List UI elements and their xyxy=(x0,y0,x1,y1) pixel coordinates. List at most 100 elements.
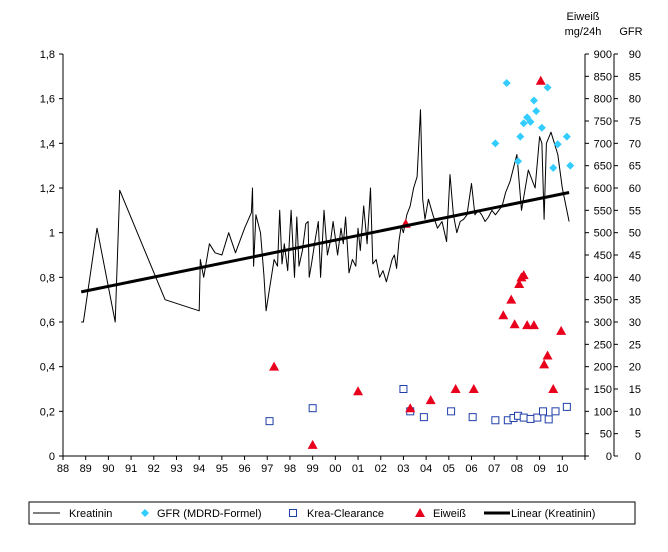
data-point-krea-clearance xyxy=(551,407,560,416)
x-tick-label: 10 xyxy=(556,463,568,475)
eiweiss-y-tick-label: 650 xyxy=(594,161,612,173)
eiweiss-y-tick-label: 600 xyxy=(594,183,612,195)
eiweiss-axis-title-line2: mg/24h xyxy=(565,26,602,38)
series-line-kreatinin xyxy=(81,109,570,323)
data-point-krea-clearance xyxy=(562,402,571,411)
data-point-eiwei xyxy=(514,279,525,289)
eiweiss-y-tick-label: 500 xyxy=(594,228,612,240)
x-tick-label: 88 xyxy=(57,463,69,475)
series-eiwei xyxy=(269,75,567,449)
left-y-tick-label: 1,2 xyxy=(40,183,55,195)
x-tick-label: 90 xyxy=(102,463,114,475)
gfr-y-tick-label: 25 xyxy=(629,339,641,351)
eiweiss-y-tick-label: 200 xyxy=(594,362,612,374)
data-point-eiwei xyxy=(425,395,436,405)
x-tick-label: 93 xyxy=(170,463,182,475)
x-tick-label: 06 xyxy=(465,463,477,475)
legend-item-gfr: GFR (MDRD-Formel) xyxy=(141,508,261,520)
gfr-y-tick-label: 75 xyxy=(629,116,641,128)
data-point-eiwei xyxy=(535,75,546,85)
gfr-y-tick-label: 5 xyxy=(635,429,641,441)
data-point-krea-clearance xyxy=(526,414,535,423)
gfr-y-tick-label: 65 xyxy=(629,161,641,173)
data-point-krea-clearance xyxy=(468,413,477,422)
left-y-tick-label: 1,6 xyxy=(40,94,55,106)
eiweiss-y-tick-label: 550 xyxy=(594,205,612,217)
x-tick-label: 04 xyxy=(420,463,432,475)
gfr-y-tick-label: 90 xyxy=(629,49,641,61)
legend-item-eiweiss: Eiweiß xyxy=(415,508,466,520)
gfr-y-tick-label: 10 xyxy=(629,406,641,418)
gfr-y-tick-label: 80 xyxy=(629,94,641,106)
data-point-eiwei xyxy=(405,403,416,413)
x-tick-label: 94 xyxy=(193,463,205,475)
x-tick-label: 00 xyxy=(329,463,341,475)
eiweiss-y-tick-label: 300 xyxy=(594,317,612,329)
gfr-y-tick-label: 60 xyxy=(629,183,641,195)
data-point-gfr-mdrd-formel xyxy=(543,83,552,92)
data-point-krea-clearance xyxy=(308,404,317,413)
data-point-eiwei xyxy=(542,350,553,360)
series-krea-clearance xyxy=(265,385,571,426)
data-point-eiwei xyxy=(498,310,509,320)
data-point-krea-clearance xyxy=(544,415,553,424)
data-point-krea-clearance xyxy=(491,416,500,425)
data-point-eiwei xyxy=(522,320,533,330)
left-y-tick-label: 0,4 xyxy=(40,362,55,374)
eiweiss-y-axis-ticks: 0 50 100 150 200 250 300 350 400 450 500 550 600 650 7… xyxy=(585,49,612,463)
legend-item-krea-clearance: Krea-Clearance xyxy=(289,508,384,520)
x-tick-label: 08 xyxy=(511,463,523,475)
eiweiss-y-tick-label: 750 xyxy=(594,116,612,128)
data-point-krea-clearance xyxy=(533,413,542,422)
x-tick-label: 98 xyxy=(284,463,296,475)
eiweiss-y-tick-label: 0 xyxy=(606,451,612,463)
data-point-gfr-mdrd-formel xyxy=(537,123,546,132)
data-point-eiwei xyxy=(548,384,559,393)
x-tick-label: 92 xyxy=(148,463,160,475)
data-point-gfr-mdrd-formel xyxy=(529,96,538,105)
data-point-eiwei xyxy=(506,294,517,304)
eiweiss-y-tick-label: 400 xyxy=(594,272,612,284)
x-tick-label: 05 xyxy=(443,463,455,475)
legend: Kreatinin GFR (MDRD-Formel) Krea-Clearan… xyxy=(28,501,636,525)
data-point-eiwei xyxy=(528,320,539,330)
legend-item-kreatinin: Kreatinin xyxy=(33,508,112,520)
x-tick-label: 03 xyxy=(397,463,409,475)
x-tick-label: 95 xyxy=(216,463,228,475)
data-point-gfr-mdrd-formel xyxy=(519,119,528,128)
x-tick-label: 07 xyxy=(488,463,500,475)
x-tick-label: 96 xyxy=(238,463,250,475)
data-point-gfr-mdrd-formel xyxy=(562,132,571,141)
data-point-krea-clearance xyxy=(399,385,408,393)
eiweiss-y-tick-label: 150 xyxy=(594,384,612,396)
gfr-y-axis-ticks: 0 5 10 15 20 25 30 35 40 45 50 55 60 65 70 75 80 85 90 xyxy=(614,49,641,463)
data-point-eiwei xyxy=(539,359,550,369)
data-point-eiwei xyxy=(353,386,364,396)
left-y-axis-ticks: 0 0,2 0,4 0,6 0,8 1 1,2 1,4 1,6 1,8 xyxy=(40,49,63,463)
gfr-y-tick-label: 35 xyxy=(629,295,641,307)
x-tick-label: 97 xyxy=(261,463,273,475)
legend-gfr-diamond xyxy=(141,509,149,517)
series-kreatinin xyxy=(81,109,570,323)
eiweiss-y-tick-label: 700 xyxy=(594,138,612,150)
legend-label-krea-clearance: Krea-Clearance xyxy=(307,508,384,520)
data-point-gfr-mdrd-formel xyxy=(553,140,562,149)
data-point-krea-clearance xyxy=(447,407,456,416)
data-point-krea-clearance xyxy=(539,407,548,416)
legend-eiweiss-triangle xyxy=(415,508,425,517)
left-y-tick-label: 0,8 xyxy=(40,272,55,284)
series-gfr-mdrd-formel xyxy=(491,79,575,172)
x-tick-label: 99 xyxy=(307,463,319,475)
legend-label-gfr: GFR (MDRD-Formel) xyxy=(157,508,261,520)
data-point-eiwei xyxy=(307,439,318,449)
left-y-tick-label: 0,2 xyxy=(40,406,55,418)
x-tick-label: 02 xyxy=(375,463,387,475)
data-point-gfr-mdrd-formel xyxy=(502,79,511,88)
x-axis-ticks: 88 89 90 91 92 93 94 95 96 97 98 99 00 01 02 03 04 05 06 07… xyxy=(57,456,586,475)
gfr-y-tick-label: 40 xyxy=(629,272,641,284)
legend-label-linear: Linear (Kreatinin) xyxy=(511,508,595,520)
left-y-tick-label: 1,4 xyxy=(40,138,55,150)
data-point-gfr-mdrd-formel xyxy=(526,117,535,126)
series-layer xyxy=(80,75,575,449)
gfr-y-tick-label: 20 xyxy=(629,362,641,374)
